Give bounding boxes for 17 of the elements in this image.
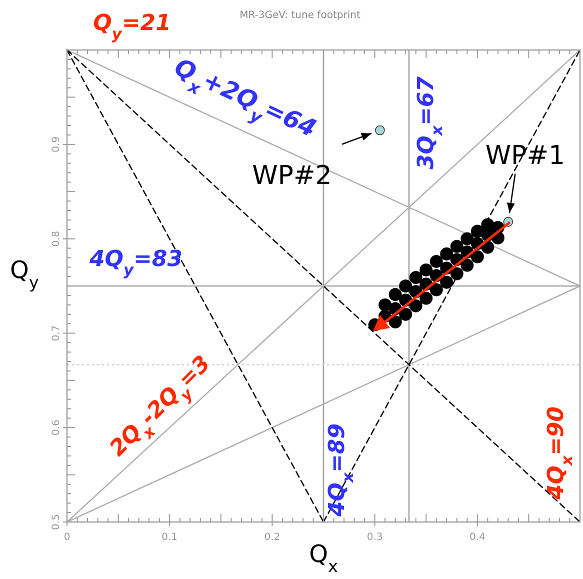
- x-tick-label: 0.2: [264, 532, 280, 543]
- x-tick-label: 0.1: [162, 532, 178, 543]
- annotation: WP#2: [252, 161, 332, 192]
- x-tick-label: 0: [64, 532, 70, 543]
- x-tick-label: 0.3: [366, 532, 383, 543]
- annotation: WP#1: [485, 140, 566, 171]
- y-tick-label: 0.8: [51, 230, 62, 247]
- y-tick-label: 0.6: [51, 420, 62, 436]
- y-tick-label: 0.9: [51, 136, 62, 152]
- y-tick-label: 0.5: [51, 514, 62, 530]
- y-tick-label: 0.7: [51, 325, 62, 342]
- text: Q$_{y}$=21: [93, 11, 171, 43]
- x-axis-title: Q$_{x}$: [309, 540, 338, 576]
- annotation: 4Q$_{y}$=83: [88, 247, 183, 279]
- chart-title: MR-3GeV: tune footprint: [240, 10, 360, 21]
- x-tick-label: 0.4: [469, 532, 486, 543]
- y-axis-title: Q$_{y}$: [10, 256, 39, 292]
